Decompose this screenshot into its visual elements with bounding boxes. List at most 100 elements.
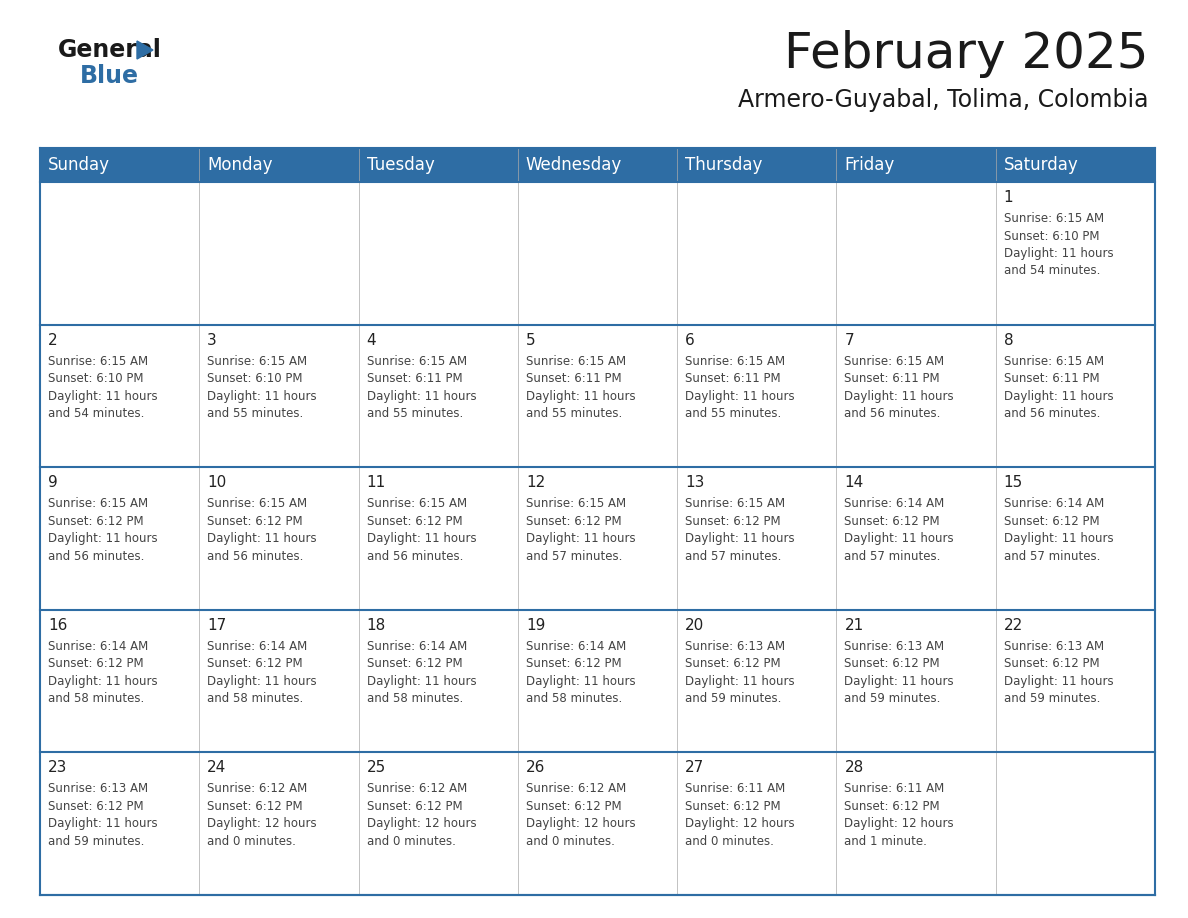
Text: Blue: Blue (80, 64, 139, 88)
Text: 16: 16 (48, 618, 68, 633)
Bar (40, 753, 200, 895)
Text: 27: 27 (685, 760, 704, 776)
Text: 9: 9 (48, 476, 58, 490)
Bar (40, 182, 200, 325)
Text: 22: 22 (1004, 618, 1023, 633)
Text: Sunrise: 6:13 AM
Sunset: 6:12 PM
Daylight: 11 hours
and 59 minutes.: Sunrise: 6:13 AM Sunset: 6:12 PM Dayligh… (1004, 640, 1113, 705)
Text: Sunrise: 6:15 AM
Sunset: 6:12 PM
Daylight: 11 hours
and 56 minutes.: Sunrise: 6:15 AM Sunset: 6:12 PM Dayligh… (367, 498, 476, 563)
Text: Sunrise: 6:12 AM
Sunset: 6:12 PM
Daylight: 12 hours
and 0 minutes.: Sunrise: 6:12 AM Sunset: 6:12 PM Dayligh… (367, 782, 476, 848)
Bar (40, 467, 200, 610)
Bar (677, 467, 836, 610)
Text: Friday: Friday (845, 156, 895, 174)
Bar (40, 148, 1155, 182)
Text: 26: 26 (526, 760, 545, 776)
Text: General: General (58, 38, 162, 62)
Bar (836, 753, 996, 895)
Bar (200, 182, 359, 325)
Text: Sunrise: 6:13 AM
Sunset: 6:12 PM
Daylight: 11 hours
and 59 minutes.: Sunrise: 6:13 AM Sunset: 6:12 PM Dayligh… (685, 640, 795, 705)
Text: Sunrise: 6:15 AM
Sunset: 6:11 PM
Daylight: 11 hours
and 56 minutes.: Sunrise: 6:15 AM Sunset: 6:11 PM Dayligh… (1004, 354, 1113, 420)
Bar (200, 753, 359, 895)
Text: February 2025: February 2025 (784, 30, 1148, 78)
Bar (359, 753, 518, 895)
Text: 23: 23 (48, 760, 68, 776)
Text: Sunrise: 6:15 AM
Sunset: 6:10 PM
Daylight: 11 hours
and 55 minutes.: Sunrise: 6:15 AM Sunset: 6:10 PM Dayligh… (207, 354, 317, 420)
Text: Sunrise: 6:14 AM
Sunset: 6:12 PM
Daylight: 11 hours
and 57 minutes.: Sunrise: 6:14 AM Sunset: 6:12 PM Dayligh… (845, 498, 954, 563)
Text: 15: 15 (1004, 476, 1023, 490)
Text: Thursday: Thursday (685, 156, 763, 174)
Bar (518, 182, 677, 325)
Text: 1: 1 (1004, 190, 1013, 205)
Text: 2: 2 (48, 332, 57, 348)
Bar (996, 753, 1155, 895)
Text: Wednesday: Wednesday (526, 156, 623, 174)
Text: 25: 25 (367, 760, 386, 776)
Text: Sunrise: 6:13 AM
Sunset: 6:12 PM
Daylight: 11 hours
and 59 minutes.: Sunrise: 6:13 AM Sunset: 6:12 PM Dayligh… (48, 782, 158, 848)
Text: 12: 12 (526, 476, 545, 490)
Bar (996, 610, 1155, 753)
Polygon shape (137, 41, 153, 59)
Text: 18: 18 (367, 618, 386, 633)
Bar (996, 325, 1155, 467)
Text: 20: 20 (685, 618, 704, 633)
Text: Sunrise: 6:14 AM
Sunset: 6:12 PM
Daylight: 11 hours
and 58 minutes.: Sunrise: 6:14 AM Sunset: 6:12 PM Dayligh… (526, 640, 636, 705)
Bar (359, 467, 518, 610)
Text: Sunrise: 6:14 AM
Sunset: 6:12 PM
Daylight: 11 hours
and 58 minutes.: Sunrise: 6:14 AM Sunset: 6:12 PM Dayligh… (48, 640, 158, 705)
Text: 10: 10 (207, 476, 227, 490)
Text: 5: 5 (526, 332, 536, 348)
Bar (836, 182, 996, 325)
Text: Sunrise: 6:15 AM
Sunset: 6:10 PM
Daylight: 11 hours
and 54 minutes.: Sunrise: 6:15 AM Sunset: 6:10 PM Dayligh… (1004, 212, 1113, 277)
Bar (836, 467, 996, 610)
Bar (200, 325, 359, 467)
Text: Tuesday: Tuesday (367, 156, 435, 174)
Bar (200, 610, 359, 753)
Text: 3: 3 (207, 332, 217, 348)
Text: Sunday: Sunday (48, 156, 110, 174)
Text: Sunrise: 6:15 AM
Sunset: 6:11 PM
Daylight: 11 hours
and 56 minutes.: Sunrise: 6:15 AM Sunset: 6:11 PM Dayligh… (845, 354, 954, 420)
Bar (359, 325, 518, 467)
Text: Sunrise: 6:11 AM
Sunset: 6:12 PM
Daylight: 12 hours
and 1 minute.: Sunrise: 6:11 AM Sunset: 6:12 PM Dayligh… (845, 782, 954, 848)
Text: Sunrise: 6:13 AM
Sunset: 6:12 PM
Daylight: 11 hours
and 59 minutes.: Sunrise: 6:13 AM Sunset: 6:12 PM Dayligh… (845, 640, 954, 705)
Text: 19: 19 (526, 618, 545, 633)
Text: Sunrise: 6:15 AM
Sunset: 6:11 PM
Daylight: 11 hours
and 55 minutes.: Sunrise: 6:15 AM Sunset: 6:11 PM Dayligh… (526, 354, 636, 420)
Text: Sunrise: 6:15 AM
Sunset: 6:12 PM
Daylight: 11 hours
and 57 minutes.: Sunrise: 6:15 AM Sunset: 6:12 PM Dayligh… (526, 498, 636, 563)
Text: Sunrise: 6:15 AM
Sunset: 6:12 PM
Daylight: 11 hours
and 56 minutes.: Sunrise: 6:15 AM Sunset: 6:12 PM Dayligh… (48, 498, 158, 563)
Text: 13: 13 (685, 476, 704, 490)
Text: 8: 8 (1004, 332, 1013, 348)
Text: Sunrise: 6:12 AM
Sunset: 6:12 PM
Daylight: 12 hours
and 0 minutes.: Sunrise: 6:12 AM Sunset: 6:12 PM Dayligh… (207, 782, 317, 848)
Text: Sunrise: 6:15 AM
Sunset: 6:12 PM
Daylight: 11 hours
and 56 minutes.: Sunrise: 6:15 AM Sunset: 6:12 PM Dayligh… (207, 498, 317, 563)
Text: Saturday: Saturday (1004, 156, 1079, 174)
Text: Sunrise: 6:14 AM
Sunset: 6:12 PM
Daylight: 11 hours
and 58 minutes.: Sunrise: 6:14 AM Sunset: 6:12 PM Dayligh… (207, 640, 317, 705)
Text: 24: 24 (207, 760, 227, 776)
Bar (518, 467, 677, 610)
Text: Sunrise: 6:15 AM
Sunset: 6:11 PM
Daylight: 11 hours
and 55 minutes.: Sunrise: 6:15 AM Sunset: 6:11 PM Dayligh… (367, 354, 476, 420)
Text: Sunrise: 6:15 AM
Sunset: 6:11 PM
Daylight: 11 hours
and 55 minutes.: Sunrise: 6:15 AM Sunset: 6:11 PM Dayligh… (685, 354, 795, 420)
Bar (836, 610, 996, 753)
Text: 6: 6 (685, 332, 695, 348)
Bar (518, 325, 677, 467)
Bar (40, 610, 200, 753)
Bar (836, 325, 996, 467)
Text: 7: 7 (845, 332, 854, 348)
Bar (200, 467, 359, 610)
Text: 17: 17 (207, 618, 227, 633)
Text: 28: 28 (845, 760, 864, 776)
Bar (359, 610, 518, 753)
Text: 14: 14 (845, 476, 864, 490)
Text: Monday: Monday (207, 156, 273, 174)
Bar (996, 467, 1155, 610)
Text: 21: 21 (845, 618, 864, 633)
Bar (677, 182, 836, 325)
Bar (40, 325, 200, 467)
Bar (677, 325, 836, 467)
Text: Sunrise: 6:11 AM
Sunset: 6:12 PM
Daylight: 12 hours
and 0 minutes.: Sunrise: 6:11 AM Sunset: 6:12 PM Dayligh… (685, 782, 795, 848)
Text: Sunrise: 6:15 AM
Sunset: 6:12 PM
Daylight: 11 hours
and 57 minutes.: Sunrise: 6:15 AM Sunset: 6:12 PM Dayligh… (685, 498, 795, 563)
Text: 4: 4 (367, 332, 377, 348)
Bar (677, 610, 836, 753)
Bar (518, 753, 677, 895)
Bar (996, 182, 1155, 325)
Text: Sunrise: 6:14 AM
Sunset: 6:12 PM
Daylight: 11 hours
and 57 minutes.: Sunrise: 6:14 AM Sunset: 6:12 PM Dayligh… (1004, 498, 1113, 563)
Text: Armero-Guyabal, Tolima, Colombia: Armero-Guyabal, Tolima, Colombia (738, 88, 1148, 112)
Text: Sunrise: 6:15 AM
Sunset: 6:10 PM
Daylight: 11 hours
and 54 minutes.: Sunrise: 6:15 AM Sunset: 6:10 PM Dayligh… (48, 354, 158, 420)
Text: 11: 11 (367, 476, 386, 490)
Bar (359, 182, 518, 325)
